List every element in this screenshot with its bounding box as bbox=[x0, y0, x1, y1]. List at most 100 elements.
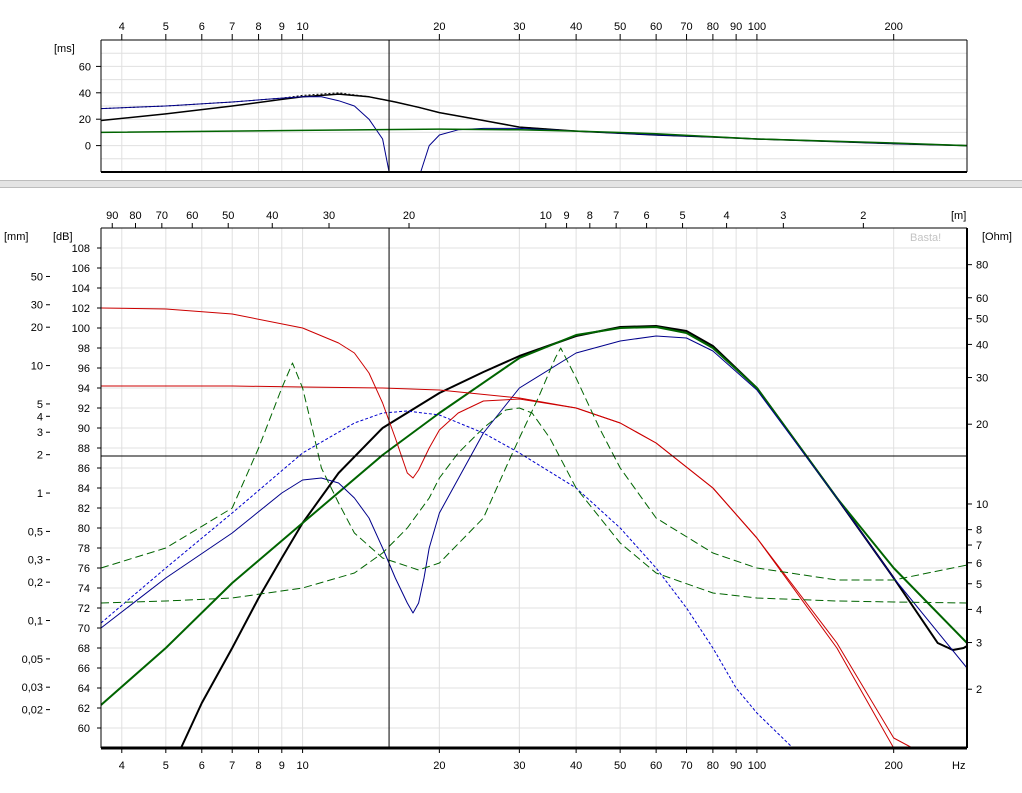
ohm-tick-label: 50 bbox=[976, 314, 988, 326]
response-series-1-line bbox=[100, 326, 968, 706]
db-tick-label: 80 bbox=[78, 523, 90, 535]
wavelength-tick-label: 9 bbox=[564, 210, 570, 222]
ohm-tick-label: 40 bbox=[976, 339, 988, 351]
mm-tick-label: 2 bbox=[37, 450, 43, 462]
ohm-tick-label: 20 bbox=[976, 419, 988, 431]
delay-x-tick-label: 5 bbox=[163, 21, 169, 33]
delay-y-tick-label: 60 bbox=[79, 61, 91, 73]
freq-tick-label: 90 bbox=[730, 760, 742, 772]
wavelength-tick-label: 40 bbox=[266, 210, 278, 222]
db-tick-label: 96 bbox=[78, 363, 90, 375]
db-tick-label: 84 bbox=[78, 483, 90, 495]
response-series-5-line bbox=[101, 385, 967, 749]
response-series-2-line bbox=[100, 335, 968, 669]
delay-x-tick-label: 50 bbox=[614, 21, 626, 33]
response-series-7-line bbox=[100, 407, 968, 604]
mm-tick-label: 0,02 bbox=[22, 705, 43, 717]
delay-x-tick-label: 9 bbox=[279, 21, 285, 33]
mm-tick-label: 0,3 bbox=[28, 555, 43, 567]
mm-tick-label: 0,05 bbox=[22, 654, 43, 666]
db-tick-label: 86 bbox=[78, 463, 90, 475]
mm-tick-label: 50 bbox=[31, 271, 43, 283]
ohm-axis-label: [Ohm] bbox=[982, 231, 1012, 243]
delay-x-tick-label: 7 bbox=[229, 21, 235, 33]
ohm-tick-label: 60 bbox=[976, 293, 988, 305]
freq-tick-label: 4 bbox=[119, 760, 125, 772]
delay-grid bbox=[101, 39, 967, 173]
mm-tick-label: 0,1 bbox=[28, 616, 43, 628]
frequency-axis-label: Hz bbox=[952, 760, 965, 772]
freq-tick-label: 60 bbox=[650, 760, 662, 772]
wavelength-tick-label: 80 bbox=[129, 210, 141, 222]
delay-x-tick-label: 70 bbox=[680, 21, 692, 33]
response-chart[interactable]: 4 5 6 7 8 9 10 20 30 40 50 60 70 80 90 100 2006062646668… bbox=[0, 188, 1022, 793]
delay-x-tick-label: 30 bbox=[513, 21, 525, 33]
ohm-tick-label: 30 bbox=[976, 373, 988, 385]
mm-tick-label: 0,03 bbox=[22, 682, 43, 694]
mm-tick-label: 3 bbox=[37, 427, 43, 439]
panel-splitter[interactable] bbox=[0, 180, 1022, 188]
delay-x-tick-label: 100 bbox=[748, 21, 766, 33]
delay-x-tick-label: 4 bbox=[119, 21, 125, 33]
wavelength-tick-label: 10 bbox=[540, 210, 552, 222]
freq-tick-label: 20 bbox=[433, 760, 445, 772]
freq-tick-label: 8 bbox=[255, 760, 261, 772]
wavelength-tick-label: 5 bbox=[679, 210, 685, 222]
mm-tick-label: 4 bbox=[37, 411, 43, 423]
wavelength-tick-label: 6 bbox=[644, 210, 650, 222]
db-tick-label: 62 bbox=[78, 703, 90, 715]
db-tick-label: 94 bbox=[78, 383, 90, 395]
ohm-tick-label: 80 bbox=[976, 260, 988, 272]
db-tick-label: 60 bbox=[78, 723, 90, 735]
ohm-tick-label: 4 bbox=[976, 604, 982, 616]
response-grid bbox=[101, 228, 967, 748]
wavelength-tick-label: 70 bbox=[156, 210, 168, 222]
delay-y-tick-label: 40 bbox=[79, 88, 91, 100]
response-series bbox=[100, 307, 968, 749]
freq-tick-label: 50 bbox=[614, 760, 626, 772]
delay-x-tick-label: 90 bbox=[730, 21, 742, 33]
db-tick-label: 70 bbox=[78, 623, 90, 635]
delay-chart[interactable]: 4 5 6 7 8 9 10 20 30 40 50 60 70 80 90 100 200 0 20 40 60 [m… bbox=[0, 0, 1022, 180]
db-tick-label: 106 bbox=[72, 263, 90, 275]
db-tick-label: 72 bbox=[78, 603, 90, 615]
db-tick-label: 66 bbox=[78, 663, 90, 675]
delay-y-tick-label: 20 bbox=[79, 114, 91, 126]
basta-watermark: Basta! bbox=[910, 232, 941, 244]
wavelength-tick-label: 8 bbox=[587, 210, 593, 222]
wavelength-tick-label: 50 bbox=[222, 210, 234, 222]
wavelength-tick-label: 20 bbox=[403, 210, 415, 222]
db-tick-label: 92 bbox=[78, 403, 90, 415]
delay-series-3-line bbox=[100, 128, 968, 147]
delay-panel: 4 5 6 7 8 9 10 20 30 40 50 60 70 80 90 100 200 0 20 40 60 [m… bbox=[0, 0, 1022, 181]
db-axis-label: [dB] bbox=[53, 231, 73, 243]
freq-tick-label: 9 bbox=[279, 760, 285, 772]
freq-tick-label: 30 bbox=[513, 760, 525, 772]
db-tick-label: 108 bbox=[72, 243, 90, 255]
ohm-tick-label: 5 bbox=[976, 579, 982, 591]
response-series-6-line bbox=[100, 347, 968, 581]
wavelength-tick-label: 30 bbox=[323, 210, 335, 222]
wavelength-tick-label: 7 bbox=[613, 210, 619, 222]
mm-tick-label: 5 bbox=[37, 399, 43, 411]
db-tick-label: 64 bbox=[78, 683, 90, 695]
freq-tick-label: 10 bbox=[296, 760, 308, 772]
delay-axes: 4 5 6 7 8 9 10 20 30 40 50 60 70 80 90 100 200 0 20 40 60 bbox=[79, 21, 968, 173]
delay-x-tick-label: 6 bbox=[199, 21, 205, 33]
delay-x-tick-label: 8 bbox=[255, 21, 261, 33]
freq-tick-label: 6 bbox=[199, 760, 205, 772]
mm-tick-label: 1 bbox=[37, 488, 43, 500]
delay-y-label: [ms] bbox=[54, 43, 75, 55]
freq-tick-label: 100 bbox=[748, 760, 766, 772]
freq-tick-label: 5 bbox=[163, 760, 169, 772]
delay-x-tick-label: 200 bbox=[885, 21, 903, 33]
mm-tick-label: 10 bbox=[31, 361, 43, 373]
wavelength-tick-label: 4 bbox=[724, 210, 730, 222]
db-tick-label: 100 bbox=[72, 323, 90, 335]
ohm-tick-label: 3 bbox=[976, 638, 982, 650]
db-tick-label: 74 bbox=[78, 583, 90, 595]
ohm-tick-label: 7 bbox=[976, 540, 982, 552]
mm-axis-label: [mm] bbox=[4, 231, 28, 243]
db-tick-label: 68 bbox=[78, 643, 90, 655]
